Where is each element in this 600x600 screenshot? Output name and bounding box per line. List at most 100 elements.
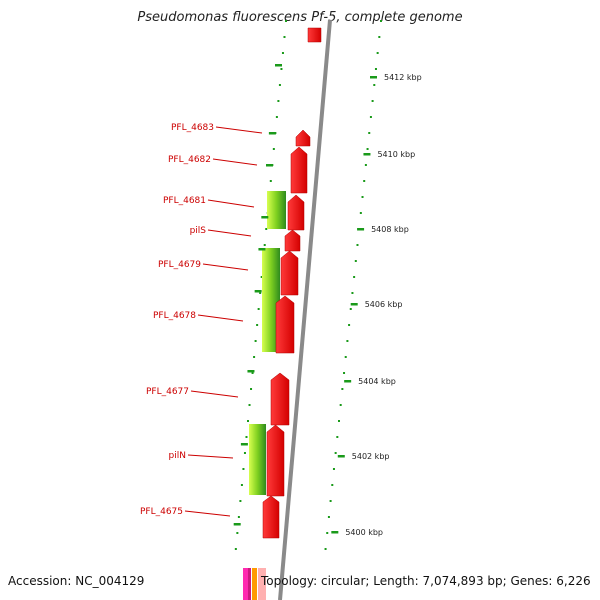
- dot-mark: [376, 52, 379, 54]
- cds-arrow: [287, 194, 305, 231]
- feature-strip: [243, 568, 248, 600]
- tick-mark: [337, 455, 345, 458]
- dot-mark: [371, 100, 374, 102]
- tick-label: 5412 kbp: [384, 73, 422, 82]
- dot-mark: [245, 436, 248, 438]
- feature-strip: [248, 568, 251, 600]
- tick-mark: [266, 164, 273, 167]
- tick-mark: [363, 153, 371, 156]
- dot-mark: [380, 20, 382, 22]
- dot-mark: [343, 372, 346, 374]
- gene-label: PFL_4678: [153, 311, 196, 321]
- gene-label: PFL_4682: [168, 155, 211, 165]
- tick-mark: [261, 216, 269, 219]
- dot-mark: [338, 420, 340, 422]
- dot-mark: [236, 532, 239, 534]
- gene-leader-line: [184, 510, 231, 517]
- dot-mark: [341, 388, 344, 390]
- gc-bar: [262, 248, 280, 352]
- dot-mark: [373, 84, 376, 86]
- tick-mark: [240, 443, 248, 446]
- dot-mark: [269, 180, 272, 182]
- dot-mark: [327, 516, 330, 518]
- cds-arrow: [280, 250, 299, 296]
- tick-mark: [233, 523, 241, 526]
- cds-arrow: [266, 424, 285, 497]
- tick-mark: [275, 64, 282, 67]
- tick-label: 5404 kbp: [358, 377, 396, 386]
- topology-label: Topology: circular; Length: 7,074,893 bp…: [261, 574, 591, 588]
- cds-arrow: [270, 372, 290, 426]
- tick-mark: [344, 380, 352, 383]
- feature-strip: [258, 568, 266, 600]
- dot-mark: [237, 516, 240, 518]
- dot-mark: [374, 68, 377, 70]
- gene-label: PFL_4679: [158, 260, 201, 270]
- gene-labels: PFL_4683 PFL_4682 PFL_4681 pilS PFL_4679 PFL_…: [140, 123, 263, 517]
- cds-arrow: [284, 229, 301, 252]
- dot-mark: [254, 340, 257, 342]
- gene-label: pilN: [169, 451, 186, 461]
- gc-bar: [249, 424, 266, 495]
- outer-dot-ring: [324, 20, 382, 550]
- gene-label: pilS: [190, 226, 207, 236]
- dot-mark: [361, 196, 364, 198]
- gene-leader-line: [197, 314, 244, 322]
- cds-arrow: [262, 495, 280, 539]
- dot-mark: [349, 308, 352, 310]
- dot-mark: [351, 292, 354, 294]
- dot-mark: [353, 276, 356, 278]
- gene-leader-line: [207, 199, 255, 208]
- dot-mark: [331, 484, 334, 486]
- dot-mark: [378, 36, 381, 38]
- dot-mark: [336, 436, 339, 438]
- accession-label: Accession: NC_004129: [8, 574, 145, 588]
- tick-mark: [370, 76, 377, 79]
- tick-label: 5400 kbp: [345, 528, 383, 537]
- dot-mark: [334, 452, 337, 454]
- tick-label: 5406 kbp: [365, 300, 403, 309]
- dot-mark: [248, 404, 251, 406]
- dot-mark: [324, 548, 327, 550]
- dot-mark: [354, 260, 357, 262]
- tick-mark: [350, 303, 358, 306]
- dot-mark: [272, 148, 275, 150]
- dot-mark: [285, 20, 287, 22]
- dot-mark: [277, 100, 280, 102]
- gene-leader-line: [215, 126, 263, 134]
- dot-mark: [243, 452, 246, 454]
- dot-mark: [344, 356, 347, 358]
- gene-leader-line: [202, 263, 249, 271]
- dot-mark: [283, 36, 286, 38]
- dot-mark: [280, 68, 283, 70]
- dot-mark: [281, 52, 284, 54]
- dot-mark: [368, 132, 371, 134]
- cds-track: [262, 27, 322, 539]
- dot-mark: [346, 340, 349, 342]
- dot-mark: [251, 372, 254, 374]
- cds-arrow: [307, 27, 322, 43]
- gene-leader-line: [212, 158, 258, 166]
- dot-mark: [259, 292, 262, 294]
- dot-mark: [263, 244, 266, 246]
- gene-leader-line: [187, 454, 234, 459]
- tick-mark: [357, 228, 365, 231]
- dot-mark: [275, 116, 278, 118]
- cds-arrow: [275, 295, 295, 354]
- dot-mark: [260, 276, 263, 278]
- dot-mark: [356, 244, 359, 246]
- tick-mark: [331, 531, 339, 534]
- genome-backbone: [278, 19, 332, 600]
- gene-label: PFL_4681: [163, 196, 206, 206]
- dot-mark: [339, 404, 342, 406]
- dot-mark: [253, 356, 256, 358]
- dot-mark: [326, 532, 329, 534]
- gene-label: PFL_4677: [146, 387, 189, 397]
- dot-mark: [265, 228, 268, 230]
- gene-label: PFL_4675: [140, 507, 183, 517]
- tick-mark: [247, 370, 255, 373]
- dot-mark: [359, 212, 362, 214]
- dot-mark: [257, 308, 260, 310]
- tick-label: 5408 kbp: [371, 225, 409, 234]
- dot-mark: [329, 500, 332, 502]
